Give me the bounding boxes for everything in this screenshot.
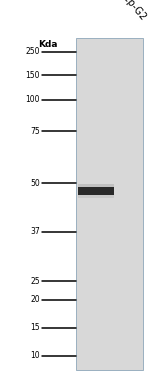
Text: 150: 150 — [26, 71, 40, 79]
Bar — [78, 195, 114, 198]
Text: 25: 25 — [30, 277, 40, 285]
Text: 20: 20 — [30, 296, 40, 304]
Text: 50: 50 — [30, 178, 40, 188]
Text: Kda: Kda — [38, 40, 58, 49]
Bar — [76, 38, 143, 370]
Bar — [78, 187, 114, 195]
Text: Hep-G2: Hep-G2 — [116, 0, 147, 22]
Text: 37: 37 — [30, 228, 40, 236]
Text: 15: 15 — [30, 324, 40, 332]
Text: 250: 250 — [26, 47, 40, 57]
Text: 75: 75 — [30, 126, 40, 136]
Bar — [78, 184, 114, 187]
Text: 100: 100 — [26, 96, 40, 105]
Text: 10: 10 — [30, 351, 40, 361]
